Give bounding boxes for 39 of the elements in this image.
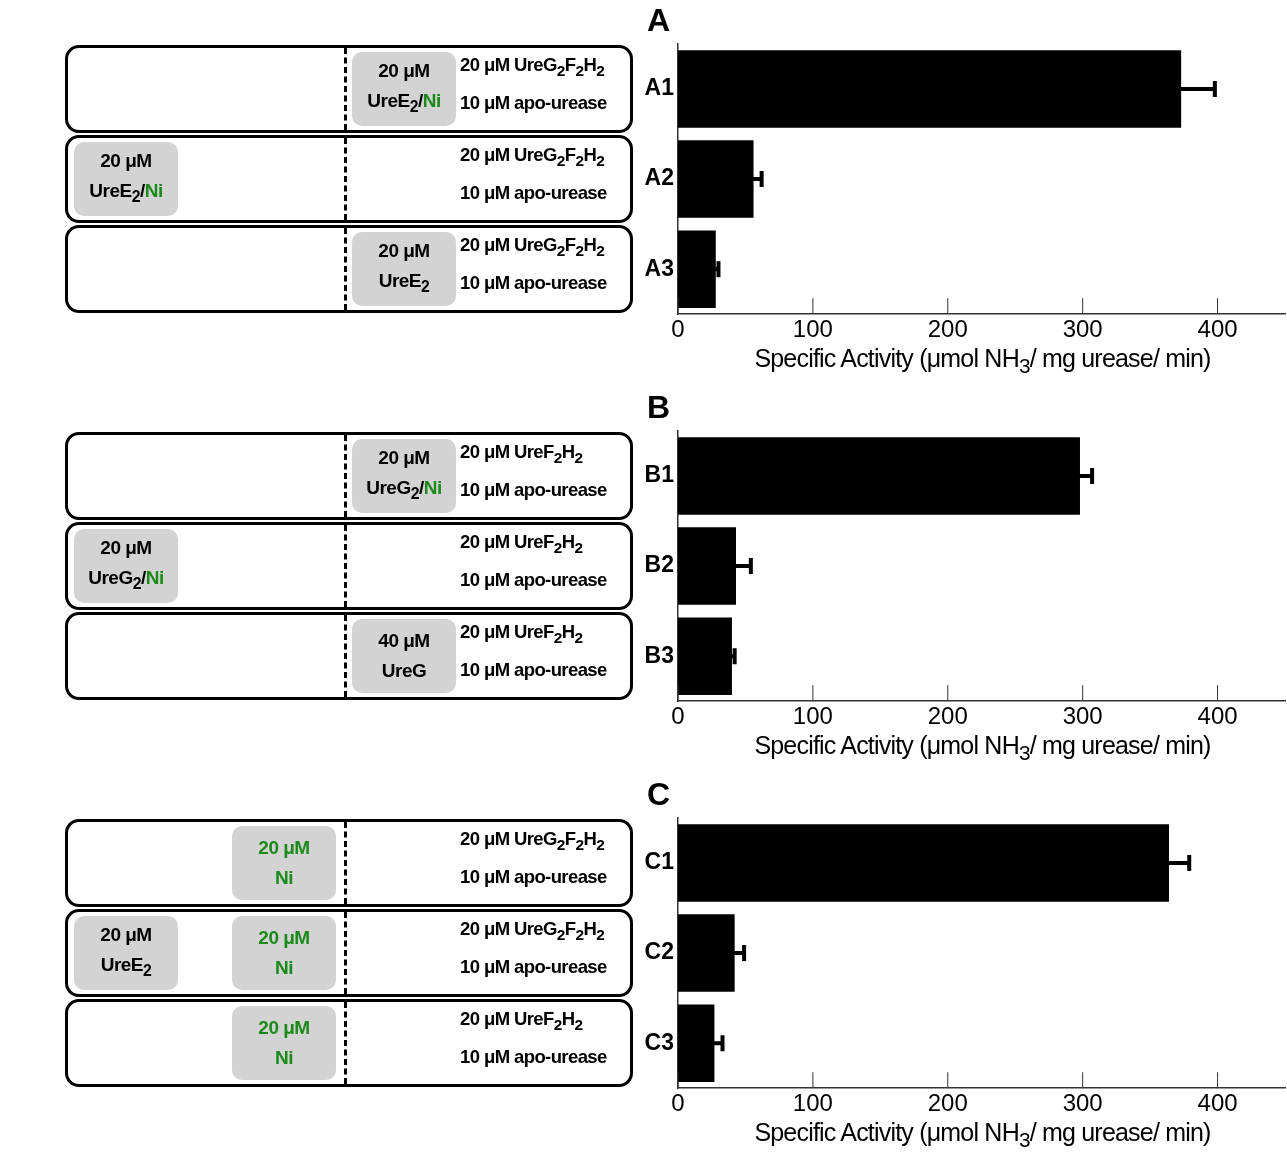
x-tick-label: 100 [792, 702, 833, 730]
x-tick-label: 0 [671, 1089, 685, 1117]
x-axis-title: Specific Activity (μmol NH$_{3}$/ mg urease/ min) [753, 1118, 1212, 1153]
x-tick-label: 200 [927, 315, 968, 343]
x-tick-label: 300 [1062, 702, 1103, 730]
condition-box: 40 μM UreG 20 μM UreF$_{2}$H$_{2}$ 10 μM apo-urease [65, 612, 633, 701]
condition-box: 20 μM UreE$_{2}$/Ni 20 μM UreG$_{2}$F$_{2}$H$_{2}$ 10 μM apo-urease [65, 45, 633, 134]
y-tick-label: A1 [644, 74, 675, 101]
x-tick-label: 400 [1197, 315, 1238, 343]
x-tick-label: 100 [792, 1089, 833, 1117]
y-tick-label: B3 [644, 641, 674, 668]
y-tick-label: C1 [644, 848, 675, 875]
y-tick-label: B2 [644, 551, 674, 578]
chart-title: A [646, 1, 670, 38]
x-axis-title: Specific Activity (μmol NH$_{3}$/ mg urease/ min) [753, 731, 1212, 766]
x-axis-title: Specific Activity (μmol NH$_{3}$/ mg urease/ min) [753, 344, 1212, 379]
x-tick-label: 100 [792, 315, 833, 343]
x-tick-label: 200 [927, 702, 968, 730]
x-tick-label: 300 [1062, 315, 1103, 343]
chart-title: C [646, 775, 670, 812]
condition-box: 20 μM UreG$_{2}$/Ni 20 μM UreF$_{2}$H$_{2}$ 10 μM apo-urease [65, 522, 633, 611]
x-tick-label: 0 [671, 315, 685, 343]
x-tick-label: 400 [1197, 702, 1238, 730]
condition-box: 20 μM UreG$_{2}$/Ni 20 μM UreF$_{2}$H$_{2}$ 10 μM apo-urease [65, 432, 633, 521]
y-tick-label: A3 [644, 254, 674, 281]
y-tick-label: A2 [644, 164, 674, 191]
y-tick-label: B1 [644, 461, 675, 488]
condition-box: 20 μM Ni 20 μM UreG$_{2}$F$_{2}$H$_{2}$ 10 μM apo-urease [65, 819, 633, 908]
y-tick-label: C2 [644, 938, 674, 965]
chart-title: B [646, 388, 670, 425]
condition-box: 20 μM UreE$_{2}$/Ni 20 μM UreG$_{2}$F$_{2}$H$_{2}$ 10 μM apo-urease [65, 135, 633, 224]
x-tick-label: 0 [671, 702, 685, 730]
condition-box: 20 μM UreE$_{2}$ 20 μM Ni 20 μM UreG$_{2}$F$_{2}$H$_{2}$ 10 μM apo-urease [65, 909, 633, 998]
x-tick-label: 400 [1197, 1089, 1238, 1117]
y-tick-label: C3 [644, 1028, 674, 1055]
condition-box: 20 μM Ni 20 μM UreF$_{2}$H$_{2}$ 10 μM apo-urease [65, 999, 633, 1088]
condition-box: 20 μM UreE$_{2}$ 20 μM UreG$_{2}$F$_{2}$H$_{2}$ 10 μM apo-urease [65, 225, 633, 314]
x-tick-label: 200 [927, 1089, 968, 1117]
x-tick-label: 300 [1062, 1089, 1103, 1117]
